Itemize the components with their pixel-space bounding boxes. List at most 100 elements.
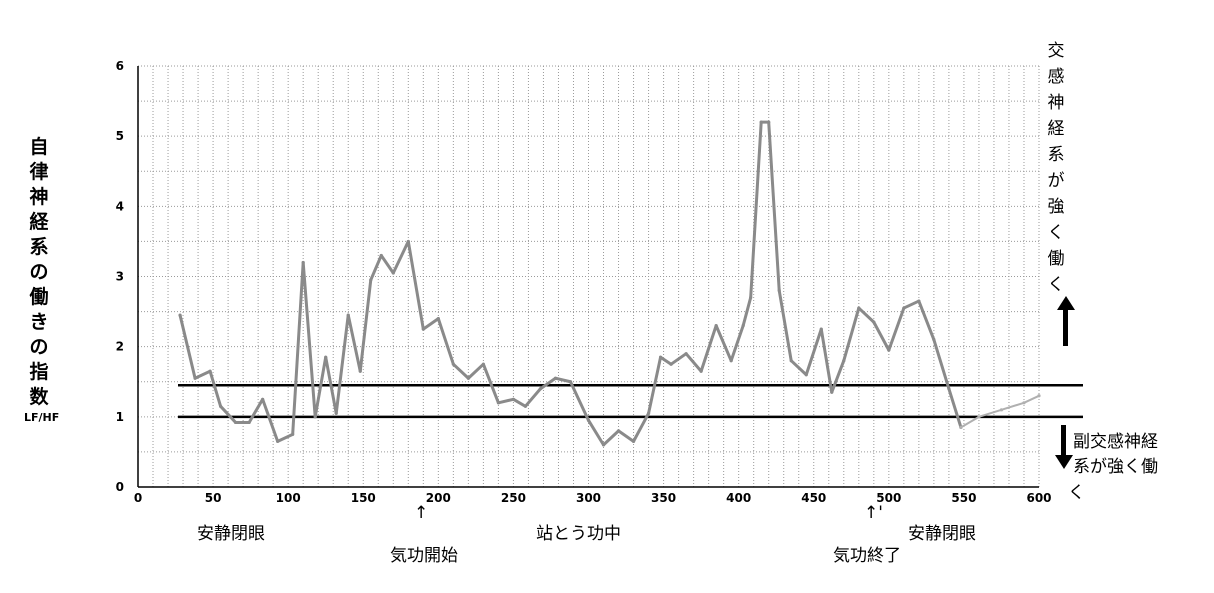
data-point — [872, 320, 876, 324]
data-point — [729, 359, 733, 363]
data-point — [261, 397, 265, 401]
data-point — [334, 411, 338, 415]
series-lines — [178, 120, 1041, 447]
data-point — [947, 387, 951, 391]
data-point — [658, 355, 663, 359]
qigong-end-arrow: ↑' — [864, 503, 883, 523]
data-point — [684, 352, 688, 356]
data-point — [804, 373, 808, 377]
parasympathetic-label-char: く — [1068, 483, 1085, 503]
x-tick-label: 200 — [426, 491, 451, 505]
data-point — [523, 404, 528, 408]
data-point — [178, 313, 182, 317]
annotation-qigong-start: 気功開始 — [390, 546, 458, 566]
y-axis-label-text: 自律神経系の働きの指数 — [29, 136, 49, 408]
data-point — [777, 288, 781, 293]
data-point — [714, 324, 718, 328]
y-tick-label: 3 — [116, 270, 124, 284]
x-tick-label: 600 — [1026, 491, 1051, 505]
data-point — [391, 271, 395, 275]
data-point — [247, 420, 251, 425]
arrow-up-icon — [1057, 296, 1075, 346]
parasympathetic-label-line1: 副交感神経 — [1073, 432, 1158, 452]
data-point — [379, 253, 383, 258]
data-point — [959, 425, 963, 429]
data-point — [369, 278, 373, 282]
data-point — [234, 420, 238, 425]
annotation-standing-qigong: 站とう功中 — [536, 524, 621, 544]
data-point — [538, 387, 543, 391]
data-point — [568, 380, 573, 384]
data-point — [789, 359, 793, 363]
data-point — [1022, 401, 1026, 405]
data-point — [699, 369, 703, 373]
data-point — [218, 404, 223, 408]
y-tick-label: 0 — [116, 480, 124, 494]
data-point — [324, 355, 328, 359]
arrow-down-icon — [1055, 425, 1073, 470]
data-point — [291, 432, 295, 436]
data-point — [601, 443, 606, 447]
x-tick-label: 300 — [576, 491, 601, 505]
data-point — [421, 327, 425, 331]
data-point — [646, 411, 651, 415]
data-point — [999, 408, 1004, 412]
y-tick-labels: 0 1 2 3 4 5 6 — [116, 59, 124, 494]
data-point — [313, 415, 317, 419]
data-point — [631, 439, 636, 443]
data-point — [301, 260, 305, 265]
data-point — [481, 362, 485, 366]
data-point — [830, 390, 834, 394]
grid — [137, 65, 1040, 488]
x-tick-label: 350 — [651, 491, 676, 505]
data-point — [932, 338, 936, 342]
data-point — [741, 324, 745, 328]
data-point — [616, 429, 621, 433]
data-point — [842, 359, 846, 363]
data-point — [887, 348, 891, 352]
series-line — [960, 394, 1040, 429]
x-tick-label: 250 — [501, 491, 526, 505]
x-tick-label: 150 — [351, 491, 376, 505]
parasympathetic-label-line2: 系が強く働 — [1073, 457, 1158, 477]
data-point — [586, 418, 591, 422]
y-axis-unit: LF/HF — [24, 411, 60, 424]
y-tick-label: 6 — [116, 59, 124, 73]
y-axis-label: 自律神経系の働きの指数 LF/HF — [24, 135, 60, 424]
data-point — [977, 415, 981, 419]
y-tick-label: 5 — [116, 129, 124, 143]
reference-lines — [178, 384, 1083, 419]
data-point — [759, 120, 763, 124]
data-point — [857, 306, 861, 310]
qigong-start-arrow: ↑ — [414, 503, 429, 523]
data-point — [511, 397, 516, 401]
data-point — [749, 295, 753, 300]
data-point — [208, 369, 212, 373]
data-point — [553, 376, 558, 380]
data-point — [902, 306, 906, 310]
data-point — [358, 369, 362, 373]
sympathetic-label: 交感神経系が強く働く — [1047, 41, 1065, 295]
data-point — [496, 401, 500, 405]
data-point — [276, 439, 280, 443]
data-point — [406, 239, 410, 244]
data-point — [346, 313, 350, 317]
parasympathetic-label: 副交感神経 系が強く働 — [1073, 430, 1158, 480]
data-point — [917, 299, 921, 303]
x-tick-label: 0 — [134, 491, 142, 505]
data-point — [1037, 394, 1041, 398]
axes — [137, 66, 1039, 488]
data-point — [193, 376, 197, 380]
annotation-rest-start: 安静閉眼 — [197, 524, 265, 544]
annotation-qigong-end: 気功終了 — [833, 546, 901, 566]
x-tick-label: 400 — [726, 491, 751, 505]
data-point — [669, 362, 673, 366]
data-point — [767, 120, 771, 124]
y-tick-label: 4 — [116, 199, 124, 213]
y-tick-label: 1 — [116, 410, 124, 424]
x-tick-label: 50 — [205, 491, 222, 505]
x-tick-label: 500 — [876, 491, 901, 505]
x-tick-label: 450 — [801, 491, 826, 505]
data-point — [436, 317, 440, 321]
